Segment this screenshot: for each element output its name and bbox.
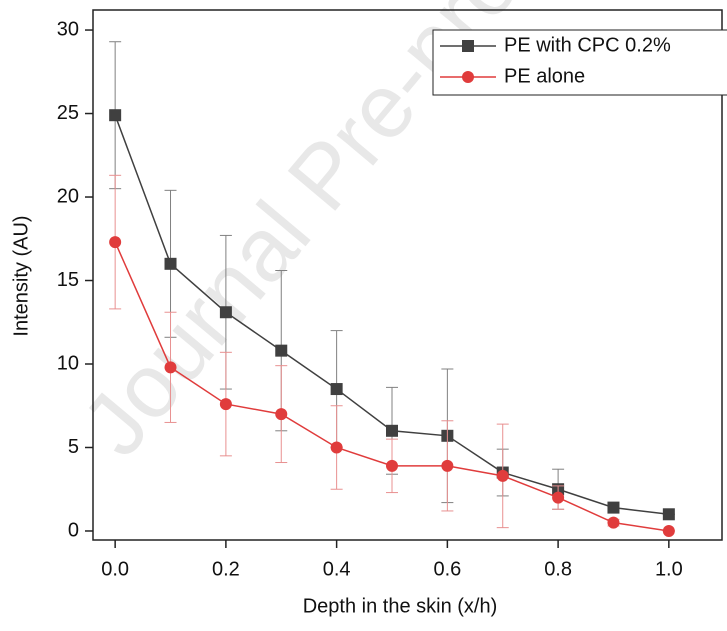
plot-frame <box>92 9 723 541</box>
marker <box>607 501 620 514</box>
x-tick-label: 0.0 <box>101 558 129 580</box>
y-tick-label: 0 <box>68 519 79 541</box>
legend-box <box>432 29 727 96</box>
legend-label: PE alone <box>504 65 585 87</box>
y-tick-label: 25 <box>57 102 79 124</box>
marker <box>330 441 343 454</box>
marker <box>219 306 232 319</box>
marker <box>496 469 509 482</box>
marker <box>275 408 288 421</box>
legend-label: PE with CPC 0.2% <box>504 34 671 56</box>
marker <box>275 344 288 357</box>
marker <box>109 109 122 122</box>
marker <box>109 236 122 249</box>
legend-marker <box>462 71 474 83</box>
legend-marker <box>462 40 474 52</box>
marker <box>385 459 398 472</box>
y-tick-label: 5 <box>68 436 79 458</box>
y-tick-label: 10 <box>57 352 79 374</box>
marker <box>385 424 398 437</box>
marker <box>441 459 454 472</box>
marker <box>552 491 565 504</box>
x-tick-label: 1.0 <box>655 558 683 580</box>
y-axis-label: Intensity (AU) <box>10 215 32 336</box>
x-tick-label: 0.8 <box>544 558 572 580</box>
x-axis-label: Depth in the skin (x/h) <box>303 595 498 617</box>
marker <box>607 516 620 529</box>
y-tick-label: 20 <box>57 185 79 207</box>
y-tick-label: 15 <box>57 269 79 291</box>
marker <box>164 361 177 374</box>
marker <box>330 383 343 396</box>
marker <box>662 508 675 521</box>
marker <box>662 524 675 537</box>
x-tick-label: 0.6 <box>433 558 461 580</box>
marker <box>164 257 177 270</box>
x-tick-label: 0.2 <box>212 558 240 580</box>
y-tick-label: 30 <box>57 18 79 40</box>
marker <box>219 398 232 411</box>
x-tick-label: 0.4 <box>323 558 351 580</box>
